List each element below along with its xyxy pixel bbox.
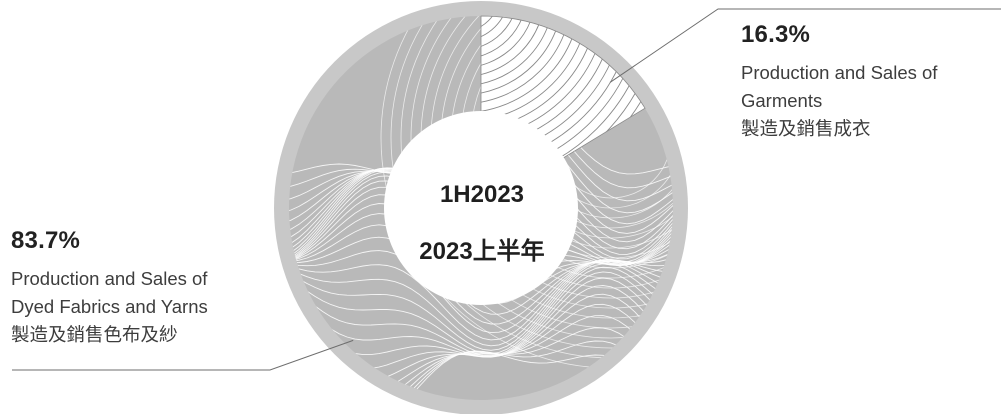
slice-dyed-fabrics-and-yarns bbox=[288, 16, 673, 400]
center-label-period-zh: 2023上半年 bbox=[419, 238, 545, 265]
donut-hole bbox=[384, 111, 578, 305]
callout-garments: 16.3% Production and Sales of Garments 製… bbox=[741, 23, 937, 143]
data-label-garments-percent: 16.3% bbox=[741, 21, 811, 48]
legend-label-garments-line-1: Production and Sales of bbox=[741, 62, 938, 83]
callout-fabrics: 83.7% Production and Sales of Dyed Fabri… bbox=[11, 229, 208, 349]
legend-label-fabrics-line-1: Production and Sales of bbox=[11, 268, 208, 289]
legend-label-garments-line-3: 製造及銷售成衣 bbox=[741, 118, 871, 139]
data-label-fabrics-percent: 83.7% bbox=[11, 227, 81, 254]
legend-label-garments-line-2: Garments bbox=[741, 90, 823, 111]
center-label-period-en: 1H2023 bbox=[439, 181, 525, 208]
leader-line-garments bbox=[609, 8, 1001, 83]
legend-label-fabrics-line-2: Dyed Fabrics and Yarns bbox=[11, 296, 208, 317]
leader-line-fabrics bbox=[12, 339, 354, 371]
legend-label-fabrics-line-3: 製造及銷售色布及紗 bbox=[11, 324, 178, 345]
